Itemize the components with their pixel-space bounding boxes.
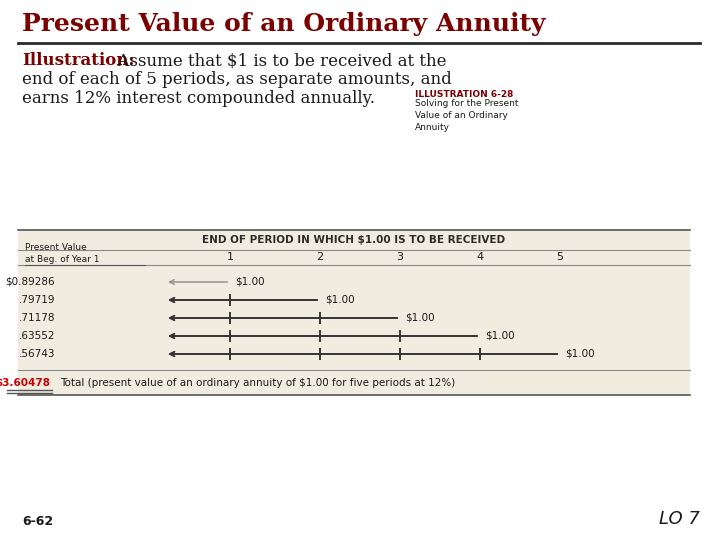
Text: Assume that $1 is to be received at the: Assume that $1 is to be received at the bbox=[107, 52, 446, 69]
Bar bbox=[18, 230, 690, 395]
Text: Present Value of an Ordinary Annuity: Present Value of an Ordinary Annuity bbox=[22, 12, 546, 36]
Text: Illustration:: Illustration: bbox=[22, 52, 135, 69]
Text: $1.00: $1.00 bbox=[405, 313, 435, 323]
Text: .63552: .63552 bbox=[19, 331, 55, 341]
Text: earns 12% interest compounded annually.: earns 12% interest compounded annually. bbox=[22, 90, 375, 107]
Text: END OF PERIOD IN WHICH $1.00 IS TO BE RECEIVED: END OF PERIOD IN WHICH $1.00 IS TO BE RE… bbox=[202, 235, 505, 245]
Text: end of each of 5 periods, as separate amounts, and: end of each of 5 periods, as separate am… bbox=[22, 71, 451, 88]
Text: 2: 2 bbox=[316, 253, 323, 262]
Text: ILLUSTRATION 6-28: ILLUSTRATION 6-28 bbox=[415, 90, 513, 99]
Text: $1.00: $1.00 bbox=[325, 295, 355, 305]
Text: $3.60478: $3.60478 bbox=[0, 378, 50, 388]
Text: $1.00: $1.00 bbox=[485, 331, 515, 341]
Text: $1.00: $1.00 bbox=[565, 349, 595, 359]
Text: .71178: .71178 bbox=[19, 313, 55, 323]
Text: $1.00: $1.00 bbox=[235, 277, 265, 287]
Text: LO 7: LO 7 bbox=[659, 510, 700, 528]
Text: .56743: .56743 bbox=[19, 349, 55, 359]
Text: 6-62: 6-62 bbox=[22, 515, 53, 528]
Text: 1: 1 bbox=[227, 253, 233, 262]
Text: 5: 5 bbox=[557, 253, 564, 262]
Text: 4: 4 bbox=[477, 253, 484, 262]
Text: $0.89286: $0.89286 bbox=[5, 277, 55, 287]
Text: 3: 3 bbox=[397, 253, 403, 262]
Text: .79719: .79719 bbox=[19, 295, 55, 305]
Text: Total (present value of an ordinary annuity of $1.00 for five periods at 12%): Total (present value of an ordinary annu… bbox=[60, 378, 455, 388]
Text: Solving for the Present
Value of an Ordinary
Annuity: Solving for the Present Value of an Ordi… bbox=[415, 99, 518, 132]
Text: Present Value
at Beg. of Year 1: Present Value at Beg. of Year 1 bbox=[25, 244, 99, 264]
